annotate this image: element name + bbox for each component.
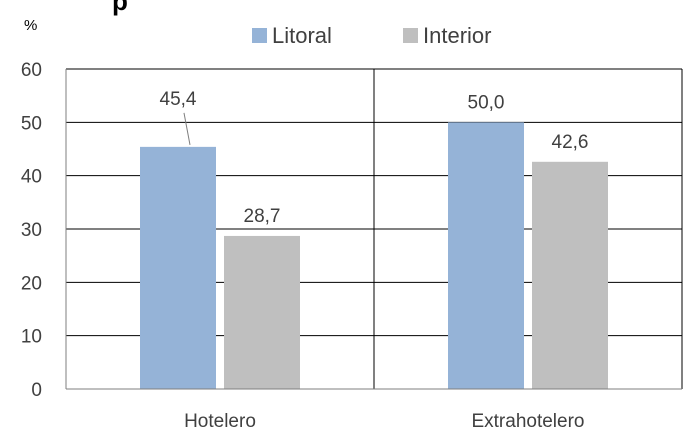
data-labels: 45,4 28,7 50,0 42,6 [160, 89, 589, 227]
x-axis: Hotelero Extrahotelero [66, 388, 682, 432]
bar [532, 161, 608, 389]
x-category-label: Hotelero [184, 411, 256, 432]
y-tick-label: 30 [21, 220, 42, 241]
y-axis: 0 10 20 30 40 50 60 [21, 60, 42, 401]
unit-label: % [24, 17, 37, 34]
y-tick-label: 10 [21, 327, 42, 348]
data-label: 28,7 [244, 206, 281, 227]
bars [140, 122, 608, 389]
y-tick-label: 50 [21, 113, 42, 134]
y-tick-label: 40 [21, 167, 42, 188]
legend: Litoral Interior [252, 23, 491, 48]
y-tick-label: 20 [21, 273, 42, 294]
data-label: 45,4 [160, 89, 197, 110]
legend-label: Litoral [272, 23, 332, 48]
data-label: 42,6 [552, 132, 589, 153]
bar [224, 235, 300, 389]
leader-line [183, 112, 191, 145]
bar [140, 146, 216, 389]
y-tick-label: 0 [31, 380, 42, 401]
bar [448, 122, 524, 389]
y-tick-label: 60 [21, 60, 42, 81]
data-label: 50,0 [468, 92, 505, 113]
legend-label: Interior [423, 23, 491, 48]
legend-swatch [403, 28, 418, 43]
legend-swatch [252, 28, 267, 43]
x-category-label: Extrahotelero [471, 411, 584, 432]
title-fragment: p [112, 0, 128, 16]
